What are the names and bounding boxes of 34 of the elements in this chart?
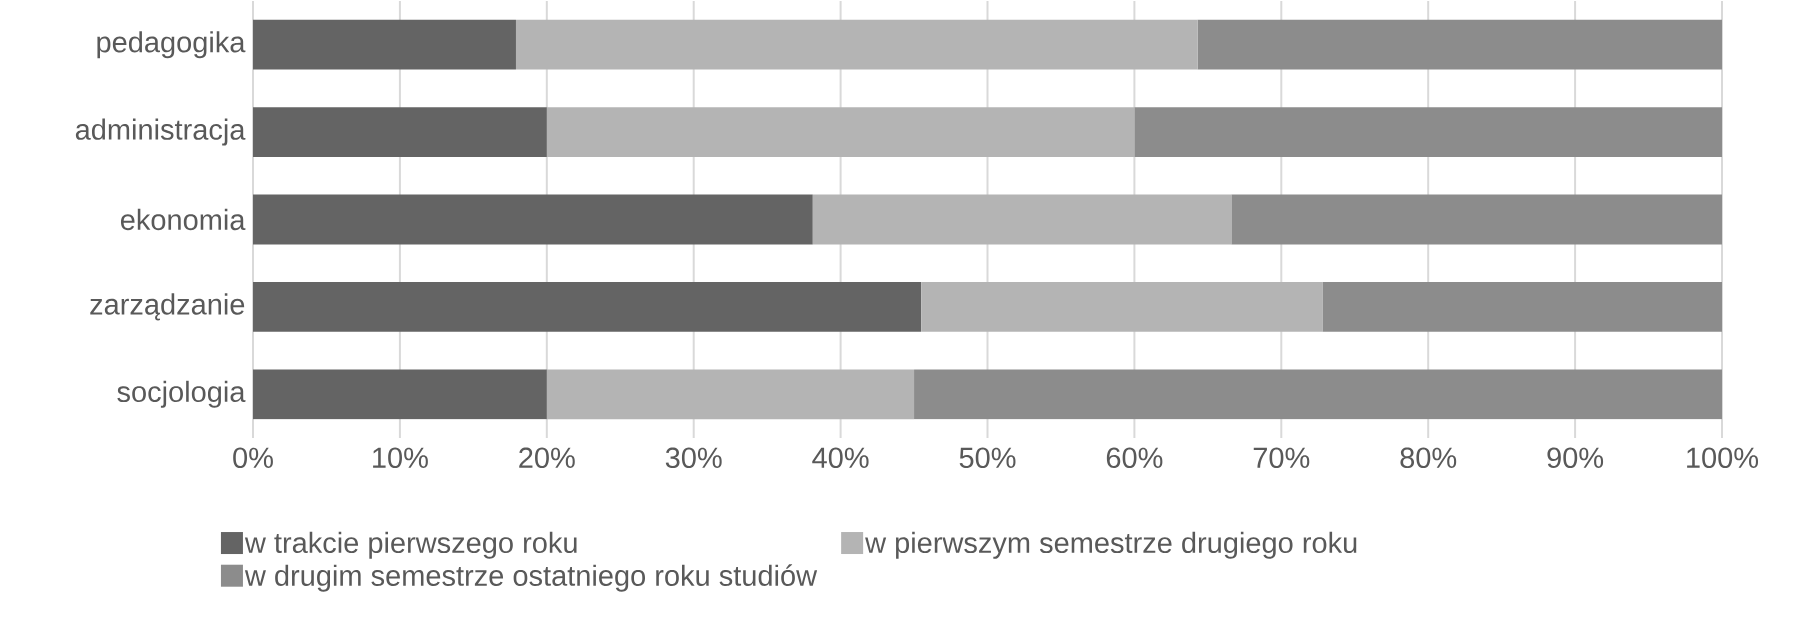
bar: [546, 369, 915, 420]
x-tick-label: 90%: [1547, 447, 1604, 469]
bar: [1322, 281, 1722, 332]
x-tick-label: 0%: [233, 447, 273, 469]
bar: [1197, 19, 1722, 70]
legend-label: w trakcie pierwszego roku: [244, 531, 577, 559]
bar: [253, 194, 813, 245]
x-tick-label: 100%: [1687, 447, 1759, 469]
x-tick-label: 40%: [812, 447, 869, 469]
legend-label: w pierwszym semestrze drugiego roku: [865, 531, 1357, 559]
x-tick-label: 70%: [1253, 447, 1310, 469]
x-tick-label: 60%: [1106, 447, 1163, 469]
y-tick-label: socjologia: [117, 380, 246, 408]
bar: [253, 369, 547, 420]
x-tick-label: 10%: [373, 447, 428, 469]
bar: [546, 107, 1135, 157]
x-tick-label: 80%: [1400, 447, 1457, 469]
bar: [253, 107, 547, 157]
x-tick-label: 20%: [519, 447, 575, 469]
y-tick-label: ekonomia: [120, 208, 246, 231]
bar: [921, 281, 1323, 332]
x-tick-label: 50%: [959, 447, 1016, 469]
y-tick-label: zarządzanie: [90, 293, 245, 321]
bar: [1231, 194, 1722, 245]
bar: [253, 281, 922, 332]
bar: [253, 19, 516, 70]
y-tick-label: administracja: [75, 118, 246, 146]
y-tick-label: pedagogika: [97, 31, 246, 59]
bar: [812, 194, 1232, 245]
bar: [515, 19, 1198, 70]
bar: [914, 369, 1722, 420]
bar: [1134, 107, 1722, 157]
legend-label: w drugim semestrze ostatniego roku studiów: [244, 564, 818, 592]
x-tick-label: 30%: [665, 447, 722, 469]
